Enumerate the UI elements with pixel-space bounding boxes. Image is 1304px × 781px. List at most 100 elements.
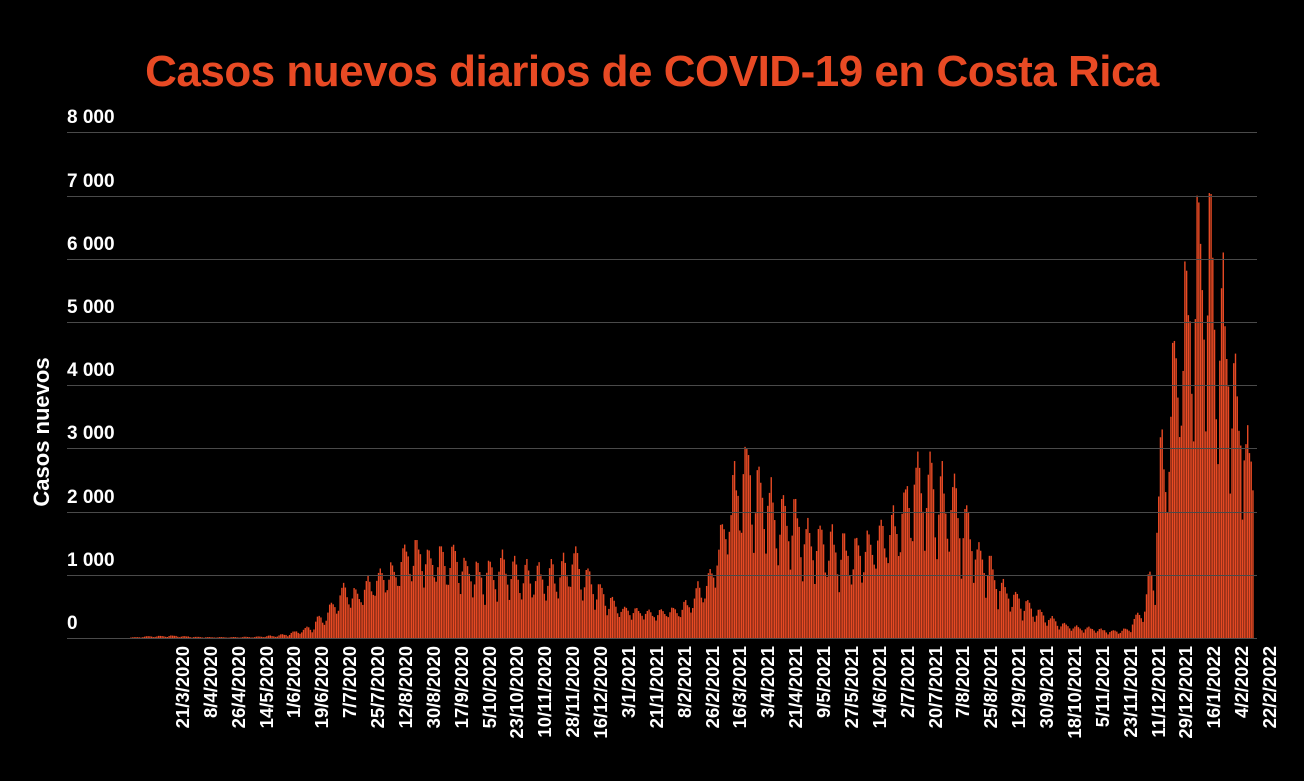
daily-bar <box>411 581 413 638</box>
daily-bar <box>1178 437 1181 638</box>
daily-bar <box>473 584 476 638</box>
x-tick-label: 9/5/2021 <box>813 646 835 719</box>
daily-bar <box>1226 359 1228 638</box>
daily-bar <box>1154 604 1156 638</box>
x-tick-label: 7/7/2020 <box>339 646 361 719</box>
daily-bar <box>482 594 484 638</box>
daily-bar <box>939 476 942 638</box>
x-tick-label: 2/7/2021 <box>896 646 918 719</box>
x-tick-label: 14/5/2020 <box>255 646 277 729</box>
daily-bar <box>990 555 992 638</box>
daily-bar <box>309 629 312 638</box>
daily-bar <box>578 569 580 638</box>
y-tick-label: 2 000 <box>67 486 115 508</box>
daily-bar <box>622 608 624 638</box>
daily-bar <box>959 538 961 638</box>
daily-bar <box>238 637 240 638</box>
daily-bar <box>145 636 148 638</box>
daily-bar <box>1189 321 1191 638</box>
daily-bar <box>1107 634 1109 638</box>
daily-bar <box>269 635 272 638</box>
plot-area: 0 1 000 2 000 3 000 4 000 5 000 6 000 7 000 8 00… <box>67 100 1257 640</box>
daily-bar <box>842 533 844 638</box>
daily-bar <box>814 584 816 638</box>
daily-bar <box>1161 429 1163 638</box>
daily-bar <box>908 508 910 638</box>
daily-bar <box>154 636 156 638</box>
daily-bar <box>470 581 472 638</box>
daily-bar <box>456 561 458 638</box>
daily-bar <box>618 616 621 638</box>
gridline <box>67 574 1257 576</box>
daily-bar <box>1088 626 1090 638</box>
daily-bar <box>337 610 340 638</box>
daily-bar <box>513 555 516 638</box>
daily-bar <box>1145 594 1148 638</box>
daily-bar <box>751 524 753 638</box>
daily-bar <box>459 594 462 638</box>
daily-bar <box>630 619 633 638</box>
daily-bar <box>695 588 697 638</box>
daily-bar <box>798 526 800 638</box>
daily-bar <box>1053 618 1055 638</box>
daily-bar <box>679 617 682 638</box>
daily-bar <box>1245 444 1247 638</box>
daily-bar <box>381 573 383 638</box>
daily-bar <box>950 510 952 638</box>
daily-bar <box>650 612 652 638</box>
daily-bar <box>156 636 158 638</box>
y-tick-label: 4 000 <box>67 360 115 382</box>
daily-bar <box>1027 600 1029 638</box>
daily-bar <box>831 524 834 638</box>
daily-bar <box>365 581 368 638</box>
daily-bar <box>395 577 397 638</box>
daily-bar <box>168 636 170 638</box>
y-axis-label: Casos nuevos <box>29 357 54 507</box>
daily-bar <box>569 586 572 638</box>
daily-bar <box>369 581 371 638</box>
daily-bar <box>986 575 989 638</box>
daily-bar <box>660 609 662 638</box>
daily-bar <box>276 636 279 638</box>
daily-bar <box>658 610 661 638</box>
daily-bar <box>494 589 497 638</box>
y-tick-label: 1 000 <box>67 549 115 571</box>
daily-bar <box>925 508 928 638</box>
daily-bar <box>311 632 313 638</box>
daily-bar <box>217 637 219 638</box>
daily-bar <box>1208 193 1211 638</box>
daily-bar <box>1023 610 1026 638</box>
daily-bar <box>447 584 450 638</box>
daily-bar <box>360 602 362 638</box>
daily-bar <box>674 609 676 638</box>
daily-bar <box>850 584 853 638</box>
daily-bar <box>520 599 523 638</box>
x-tick-label: 26/4/2020 <box>227 646 249 729</box>
daily-bar <box>733 461 736 638</box>
daily-bar <box>611 596 614 638</box>
daily-bar <box>386 590 388 638</box>
daily-bar <box>847 555 849 638</box>
daily-bar <box>685 600 687 638</box>
daily-bar <box>143 636 146 638</box>
daily-bar <box>515 564 518 638</box>
daily-bar <box>177 636 179 638</box>
daily-bar <box>1063 622 1066 638</box>
y-tick-label: 8 000 <box>67 107 115 129</box>
daily-bar <box>487 560 490 638</box>
daily-bar <box>894 526 896 638</box>
daily-bar <box>962 538 964 638</box>
daily-bar <box>917 451 919 638</box>
daily-bar <box>726 554 729 638</box>
daily-bar <box>147 636 149 638</box>
daily-bar <box>604 605 607 638</box>
x-tick-label: 25/7/2020 <box>367 646 389 729</box>
daily-bar <box>1072 628 1074 638</box>
daily-bar <box>1184 261 1186 638</box>
daily-bar <box>213 637 216 638</box>
daily-bar <box>500 557 502 638</box>
daily-bar <box>561 561 563 638</box>
daily-bar <box>397 585 399 638</box>
daily-bar <box>290 632 292 638</box>
daily-bar <box>688 607 690 638</box>
